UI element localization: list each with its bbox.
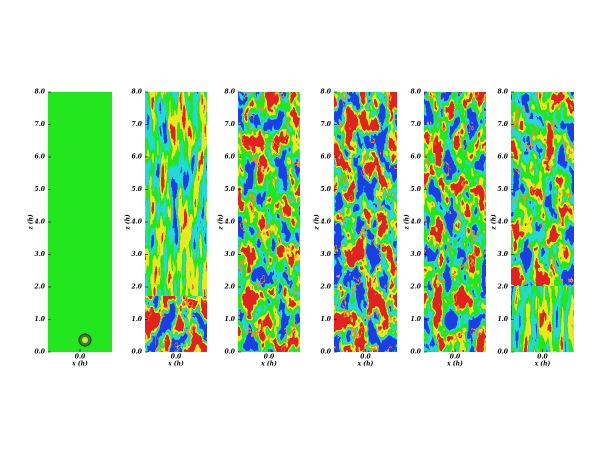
y-tick-label: 8.0 xyxy=(132,89,143,96)
texture xyxy=(511,286,574,352)
x-axis-label: x (h) xyxy=(71,361,88,368)
y-tick-label: 2.0 xyxy=(131,284,143,291)
y-tick-label: 8.0 xyxy=(321,89,332,96)
x-axis-label: x (h) xyxy=(357,361,374,368)
y-tick-label: 6.0 xyxy=(35,154,46,161)
x-tick-label: 0.0 xyxy=(450,354,461,361)
y-tick-label: 8.0 xyxy=(411,89,422,96)
y-tick-label: 1.0 xyxy=(35,316,46,323)
y-tick-label: 7.0 xyxy=(35,121,46,128)
x-tick-label: 0.0 xyxy=(171,354,182,361)
y-tick-label: 2.0 xyxy=(34,284,46,291)
x-tick-label: 0.0 xyxy=(75,354,86,361)
y-tick-label: 3.0 xyxy=(225,251,236,258)
y-tick-label: 5.0 xyxy=(35,186,46,193)
y-tick-label: 5.0 xyxy=(132,186,143,193)
y-tick-label: 8.0 xyxy=(225,89,236,96)
texture xyxy=(145,92,207,296)
panel-field xyxy=(48,92,112,352)
y-tick-label: 6.0 xyxy=(225,154,236,161)
y-tick-label: 1.0 xyxy=(132,316,143,323)
y-tick-label: 2.0 xyxy=(497,284,509,291)
y-tick-label: 2.0 xyxy=(224,284,236,291)
y-tick-label: 1.0 xyxy=(321,316,332,323)
y-tick-label: 4.0 xyxy=(498,219,509,226)
y-tick-label: 4.0 xyxy=(35,219,46,226)
y-tick-label: 7.0 xyxy=(132,121,143,128)
y-tick-label: 1.0 xyxy=(498,316,509,323)
y-axis-label: z (h) xyxy=(125,214,132,231)
texture xyxy=(511,92,574,286)
y-tick-label: 3.0 xyxy=(35,251,46,258)
y-tick-label: 3.0 xyxy=(411,251,422,258)
y-tick-label: 1.0 xyxy=(225,316,236,323)
y-tick-label: 2.0 xyxy=(320,284,332,291)
x-tick-label: 0.0 xyxy=(264,354,275,361)
x-axis-label: x (h) xyxy=(167,361,184,368)
x-tick-label: 0.0 xyxy=(360,354,371,361)
x-tick-label: 0.0 xyxy=(537,354,548,361)
y-tick-label: 8.0 xyxy=(498,89,509,96)
y-tick-label: 0.0 xyxy=(411,349,422,356)
y-tick-label: 1.0 xyxy=(411,316,422,323)
y-axis-label: z (h) xyxy=(314,214,321,231)
texture xyxy=(238,92,300,352)
y-tick-label: 0.0 xyxy=(321,349,332,356)
y-axis-label: z (h) xyxy=(404,214,411,231)
y-tick-label: 4.0 xyxy=(411,219,422,226)
y-tick-label: 5.0 xyxy=(498,186,509,193)
y-tick-label: 4.0 xyxy=(225,219,236,226)
y-tick-label: 0.0 xyxy=(35,349,46,356)
y-axis-label: z (h) xyxy=(28,214,35,231)
y-tick-label: 3.0 xyxy=(321,251,332,258)
texture xyxy=(145,296,207,352)
y-tick-label: 4.0 xyxy=(132,219,143,226)
x-axis-label: x (h) xyxy=(260,361,277,368)
y-tick-label: 6.0 xyxy=(411,154,422,161)
y-tick-label: 0.0 xyxy=(132,349,143,356)
y-tick-label: 0.0 xyxy=(225,349,236,356)
x-axis-label: x (h) xyxy=(446,361,463,368)
y-tick-label: 8.0 xyxy=(35,89,46,96)
y-tick-label: 4.0 xyxy=(321,219,332,226)
y-tick-label: 3.0 xyxy=(132,251,143,258)
y-tick-label: 0.0 xyxy=(498,349,509,356)
y-tick-label: 2.0 xyxy=(410,284,422,291)
y-tick-label: 6.0 xyxy=(321,154,332,161)
texture xyxy=(334,92,397,352)
y-tick-label: 7.0 xyxy=(498,121,509,128)
y-tick-label: 5.0 xyxy=(321,186,332,193)
y-tick-label: 5.0 xyxy=(225,186,236,193)
blob-core xyxy=(82,337,88,343)
y-tick-label: 7.0 xyxy=(411,121,422,128)
texture xyxy=(424,92,486,352)
y-tick-label: 3.0 xyxy=(498,251,509,258)
y-tick-label: 6.0 xyxy=(132,154,143,161)
y-tick-label: 7.0 xyxy=(321,121,332,128)
y-tick-label: 7.0 xyxy=(225,121,236,128)
y-axis-label: z (h) xyxy=(218,214,225,231)
x-axis-label: x (h) xyxy=(534,361,551,368)
y-tick-label: 6.0 xyxy=(498,154,509,161)
y-tick-label: 5.0 xyxy=(411,186,422,193)
y-axis-label: z (h) xyxy=(491,214,498,231)
